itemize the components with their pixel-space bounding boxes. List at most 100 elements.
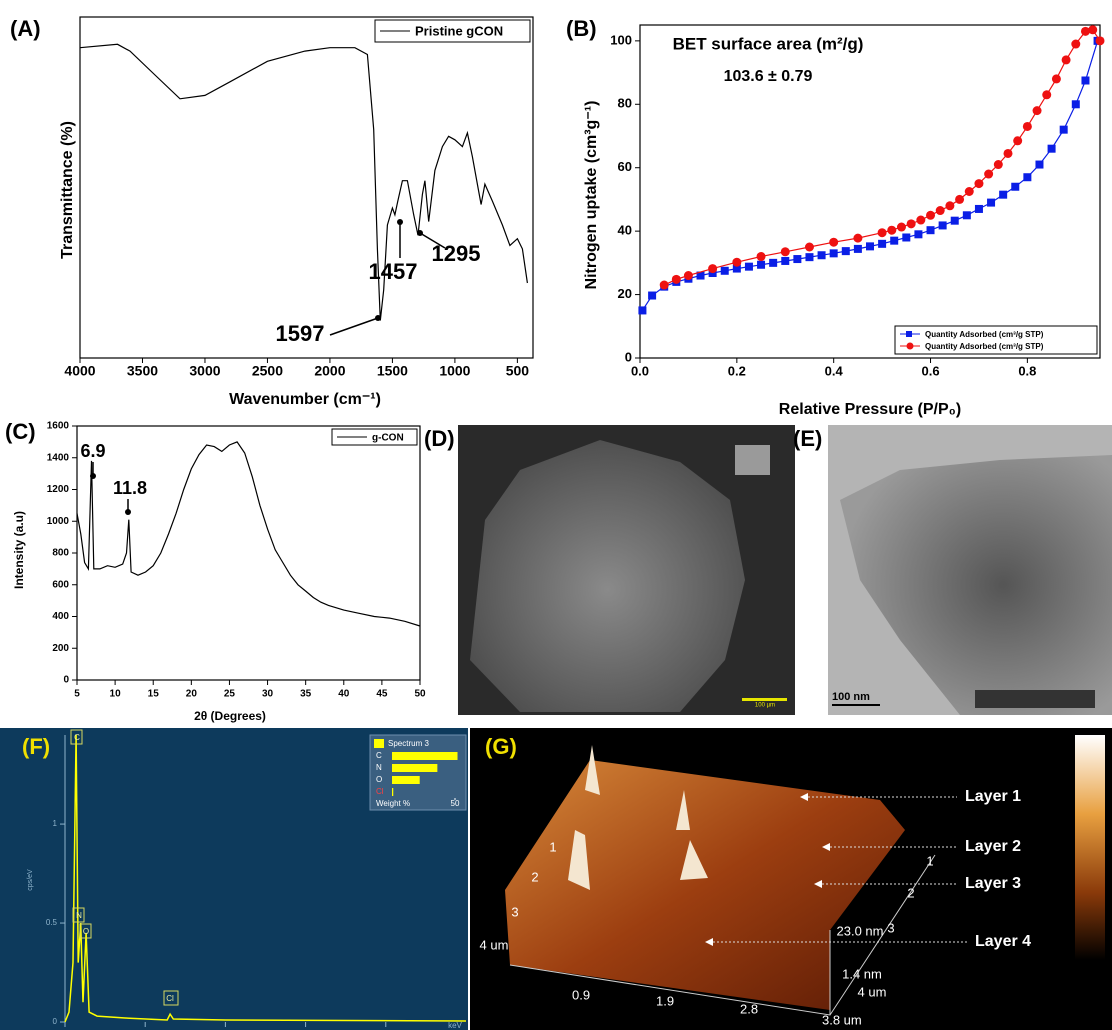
marker <box>853 234 862 243</box>
peak-label: C <box>74 733 80 742</box>
y-tick-label: 0 <box>625 349 632 364</box>
y-axis-label: Transmittance (%) <box>59 121 76 259</box>
marker <box>1071 40 1080 49</box>
marker <box>1011 183 1019 191</box>
axis-label-3d: 0.9 <box>572 987 590 1002</box>
marker <box>902 233 910 241</box>
x-tick-label: 35 <box>300 689 312 700</box>
x-tick-label: 2000 <box>314 363 345 379</box>
peak-label: O <box>83 927 89 936</box>
legend-marker <box>906 331 912 337</box>
layer-label: Layer 2 <box>965 838 1021 855</box>
y-tick-label: 800 <box>52 548 69 559</box>
figure: 100 µm (D) 100 nm (E) (G) 40003500300025… <box>0 0 1112 1030</box>
data-line <box>77 442 420 626</box>
scale-bar <box>742 698 787 701</box>
marker <box>829 238 838 247</box>
annotation-arrowhead <box>375 315 381 321</box>
axis-label-3d: 1 <box>926 853 933 868</box>
y-tick-label: 600 <box>52 579 69 590</box>
panel-label: (A) <box>10 16 41 41</box>
inset-category: O <box>376 775 382 784</box>
marker <box>684 271 693 280</box>
marker <box>1060 126 1068 134</box>
marker <box>974 179 983 188</box>
marker <box>672 275 681 284</box>
layer-label: Layer 4 <box>975 933 1031 950</box>
marker <box>805 253 813 261</box>
marker <box>745 263 753 271</box>
x-tick-label: 0.6 <box>921 363 939 378</box>
peak-label: Cl <box>166 994 174 1003</box>
x-axis-label: 2θ (Degrees) <box>194 709 266 723</box>
marker <box>887 226 896 235</box>
marker <box>854 245 862 253</box>
annotation-arrowhead <box>397 219 403 225</box>
x-tick-label: 4000 <box>64 363 95 379</box>
data-line <box>80 44 527 320</box>
x-tick-label: 50 <box>414 689 426 700</box>
marker <box>721 267 729 275</box>
y-axis-label: cps/eV <box>27 869 34 891</box>
marker <box>975 205 983 213</box>
marker <box>999 191 1007 199</box>
y-tick-label: 20 <box>618 286 632 301</box>
marker <box>878 240 886 248</box>
y-tick-label: 1600 <box>47 421 70 432</box>
x-tick-label: 0.8 <box>1018 363 1036 378</box>
inset-category: N <box>376 763 382 772</box>
marker <box>1013 136 1022 145</box>
panel-label: (G) <box>485 734 517 759</box>
color-bar <box>1075 735 1105 960</box>
x-tick-label: 0.0 <box>631 363 649 378</box>
marker <box>1033 106 1042 115</box>
annotation: 6.9 <box>80 441 105 461</box>
marker <box>1048 145 1056 153</box>
marker <box>842 247 850 255</box>
chart-title: BET surface area (m²/g) <box>673 34 864 53</box>
marker <box>987 199 995 207</box>
legend-marker <box>907 343 914 350</box>
marker <box>945 201 954 210</box>
marker <box>914 230 922 238</box>
y-tick-label: 40 <box>618 223 632 238</box>
y-tick-label: 60 <box>618 159 632 174</box>
axis-label-3d: 23.0 nm <box>837 923 884 938</box>
x-tick-label: 10 <box>110 689 122 700</box>
marker <box>955 195 964 204</box>
y-tick-label: 1 <box>53 819 58 828</box>
x-tick-label: 1500 <box>377 363 408 379</box>
marker <box>1096 36 1105 45</box>
annotation: 1457 <box>369 259 418 284</box>
axis-label-3d: 2.8 <box>740 1001 758 1016</box>
marker <box>769 259 777 267</box>
x-tick-label: 3000 <box>189 363 220 379</box>
legend-label: g-CON <box>372 433 404 444</box>
inset-bar <box>392 752 458 760</box>
marker <box>1081 27 1090 36</box>
marker <box>878 228 887 237</box>
y-tick-label: 400 <box>52 611 69 622</box>
marker <box>805 243 814 252</box>
x-tick-label: 15 <box>148 689 160 700</box>
layer-label: Layer 3 <box>965 875 1021 892</box>
y-axis-label: Intensity (a.u) <box>12 511 26 589</box>
marker <box>781 257 789 265</box>
inset-bar <box>392 764 437 772</box>
x-tick-label: 3500 <box>127 363 158 379</box>
y-tick-label: 0.5 <box>46 918 58 927</box>
panel-label: (E) <box>793 426 822 451</box>
axis-label-3d: 2 <box>531 869 538 884</box>
y-tick-label: 1400 <box>47 452 70 463</box>
plot-frame <box>640 25 1100 358</box>
legend-label: Quantity Adsorbed (cm³/g STP) <box>925 342 1044 351</box>
scale-bar-label: 100 nm <box>832 691 870 703</box>
marker <box>1042 90 1051 99</box>
marker <box>1081 77 1089 85</box>
marker <box>984 170 993 179</box>
x-tick-label: 45 <box>376 689 388 700</box>
marker <box>897 223 906 232</box>
marker <box>732 258 741 267</box>
legend-label: Quantity Adsorbed (cm³/g STP) <box>925 330 1044 339</box>
marker <box>1062 55 1071 64</box>
